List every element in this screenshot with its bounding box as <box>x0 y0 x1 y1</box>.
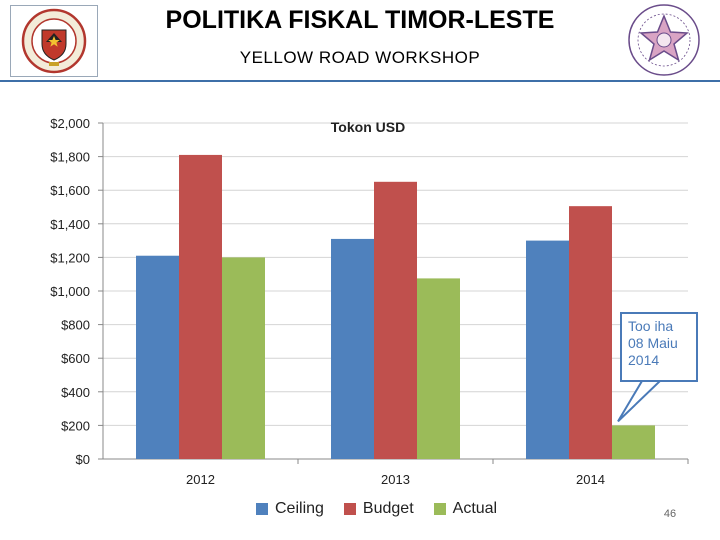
annotation-callout: Too iha 08 Maiu 2014 <box>620 312 698 382</box>
annotation-line: 08 Maiu <box>628 335 678 351</box>
annotation-line: 2014 <box>628 352 660 368</box>
y-tick-label: $0 <box>76 452 90 467</box>
x-tick-label: 2014 <box>576 472 605 487</box>
legend-item-actual: Actual <box>433 500 498 518</box>
bar-actual-2014 <box>612 425 655 459</box>
legend-label: Actual <box>452 500 498 517</box>
callout-pointer <box>617 380 663 423</box>
legend-swatch <box>256 503 268 515</box>
legend-label: Ceiling <box>275 500 324 517</box>
x-tick-label: 2013 <box>381 472 410 487</box>
y-tick-label: $200 <box>61 418 90 433</box>
label-layer: $0 $200 $400 $600 $800 $1,000 $1,200 $1,400 $1,6… <box>50 116 605 487</box>
legend-swatch <box>433 503 446 515</box>
bar-ceiling-2012 <box>136 255 179 459</box>
bar-actual-2013 <box>417 278 460 459</box>
bar-budget-2013 <box>374 181 417 460</box>
star-seal-logo <box>625 2 703 78</box>
legend-label: Budget <box>362 500 414 517</box>
y-tick-label: $1,400 <box>50 217 90 232</box>
legend-swatch <box>343 503 356 515</box>
y-tick-label: $2,000 <box>50 116 90 131</box>
y-tick-label: $1,200 <box>50 250 90 265</box>
legend-item-ceiling: Ceiling <box>256 500 324 518</box>
bar-ceiling-2014 <box>526 240 569 459</box>
y-tick-label: $600 <box>61 351 90 366</box>
bar-budget-2012 <box>179 154 222 460</box>
chart-title: Tokon USD <box>331 119 405 135</box>
y-tick-label: $1,600 <box>50 183 90 198</box>
bar-ceiling-2013 <box>331 238 374 459</box>
header-rule <box>0 80 720 82</box>
page-number: 46 <box>663 508 677 520</box>
slide-subtitle: YELLOW ROAD WORKSHOP <box>239 48 481 67</box>
y-tick-label: $800 <box>61 318 90 333</box>
y-tick-label: $1,000 <box>50 284 90 299</box>
y-tick-label: $1,800 <box>50 150 90 165</box>
bar-layer <box>136 154 655 460</box>
coat-of-arms-logo <box>10 5 98 77</box>
bar-actual-2012 <box>222 257 265 459</box>
legend-item-budget: Budget <box>343 500 414 518</box>
annotation-line: Too iha <box>628 318 674 334</box>
y-tick-label: $400 <box>61 385 90 400</box>
x-tick-label: 2012 <box>186 472 215 487</box>
bar-budget-2014 <box>569 206 612 459</box>
slide-title: POLITIKA FISKAL TIMOR-LESTE <box>165 6 555 34</box>
chart-legend: Ceiling Budget Actual <box>256 498 497 520</box>
